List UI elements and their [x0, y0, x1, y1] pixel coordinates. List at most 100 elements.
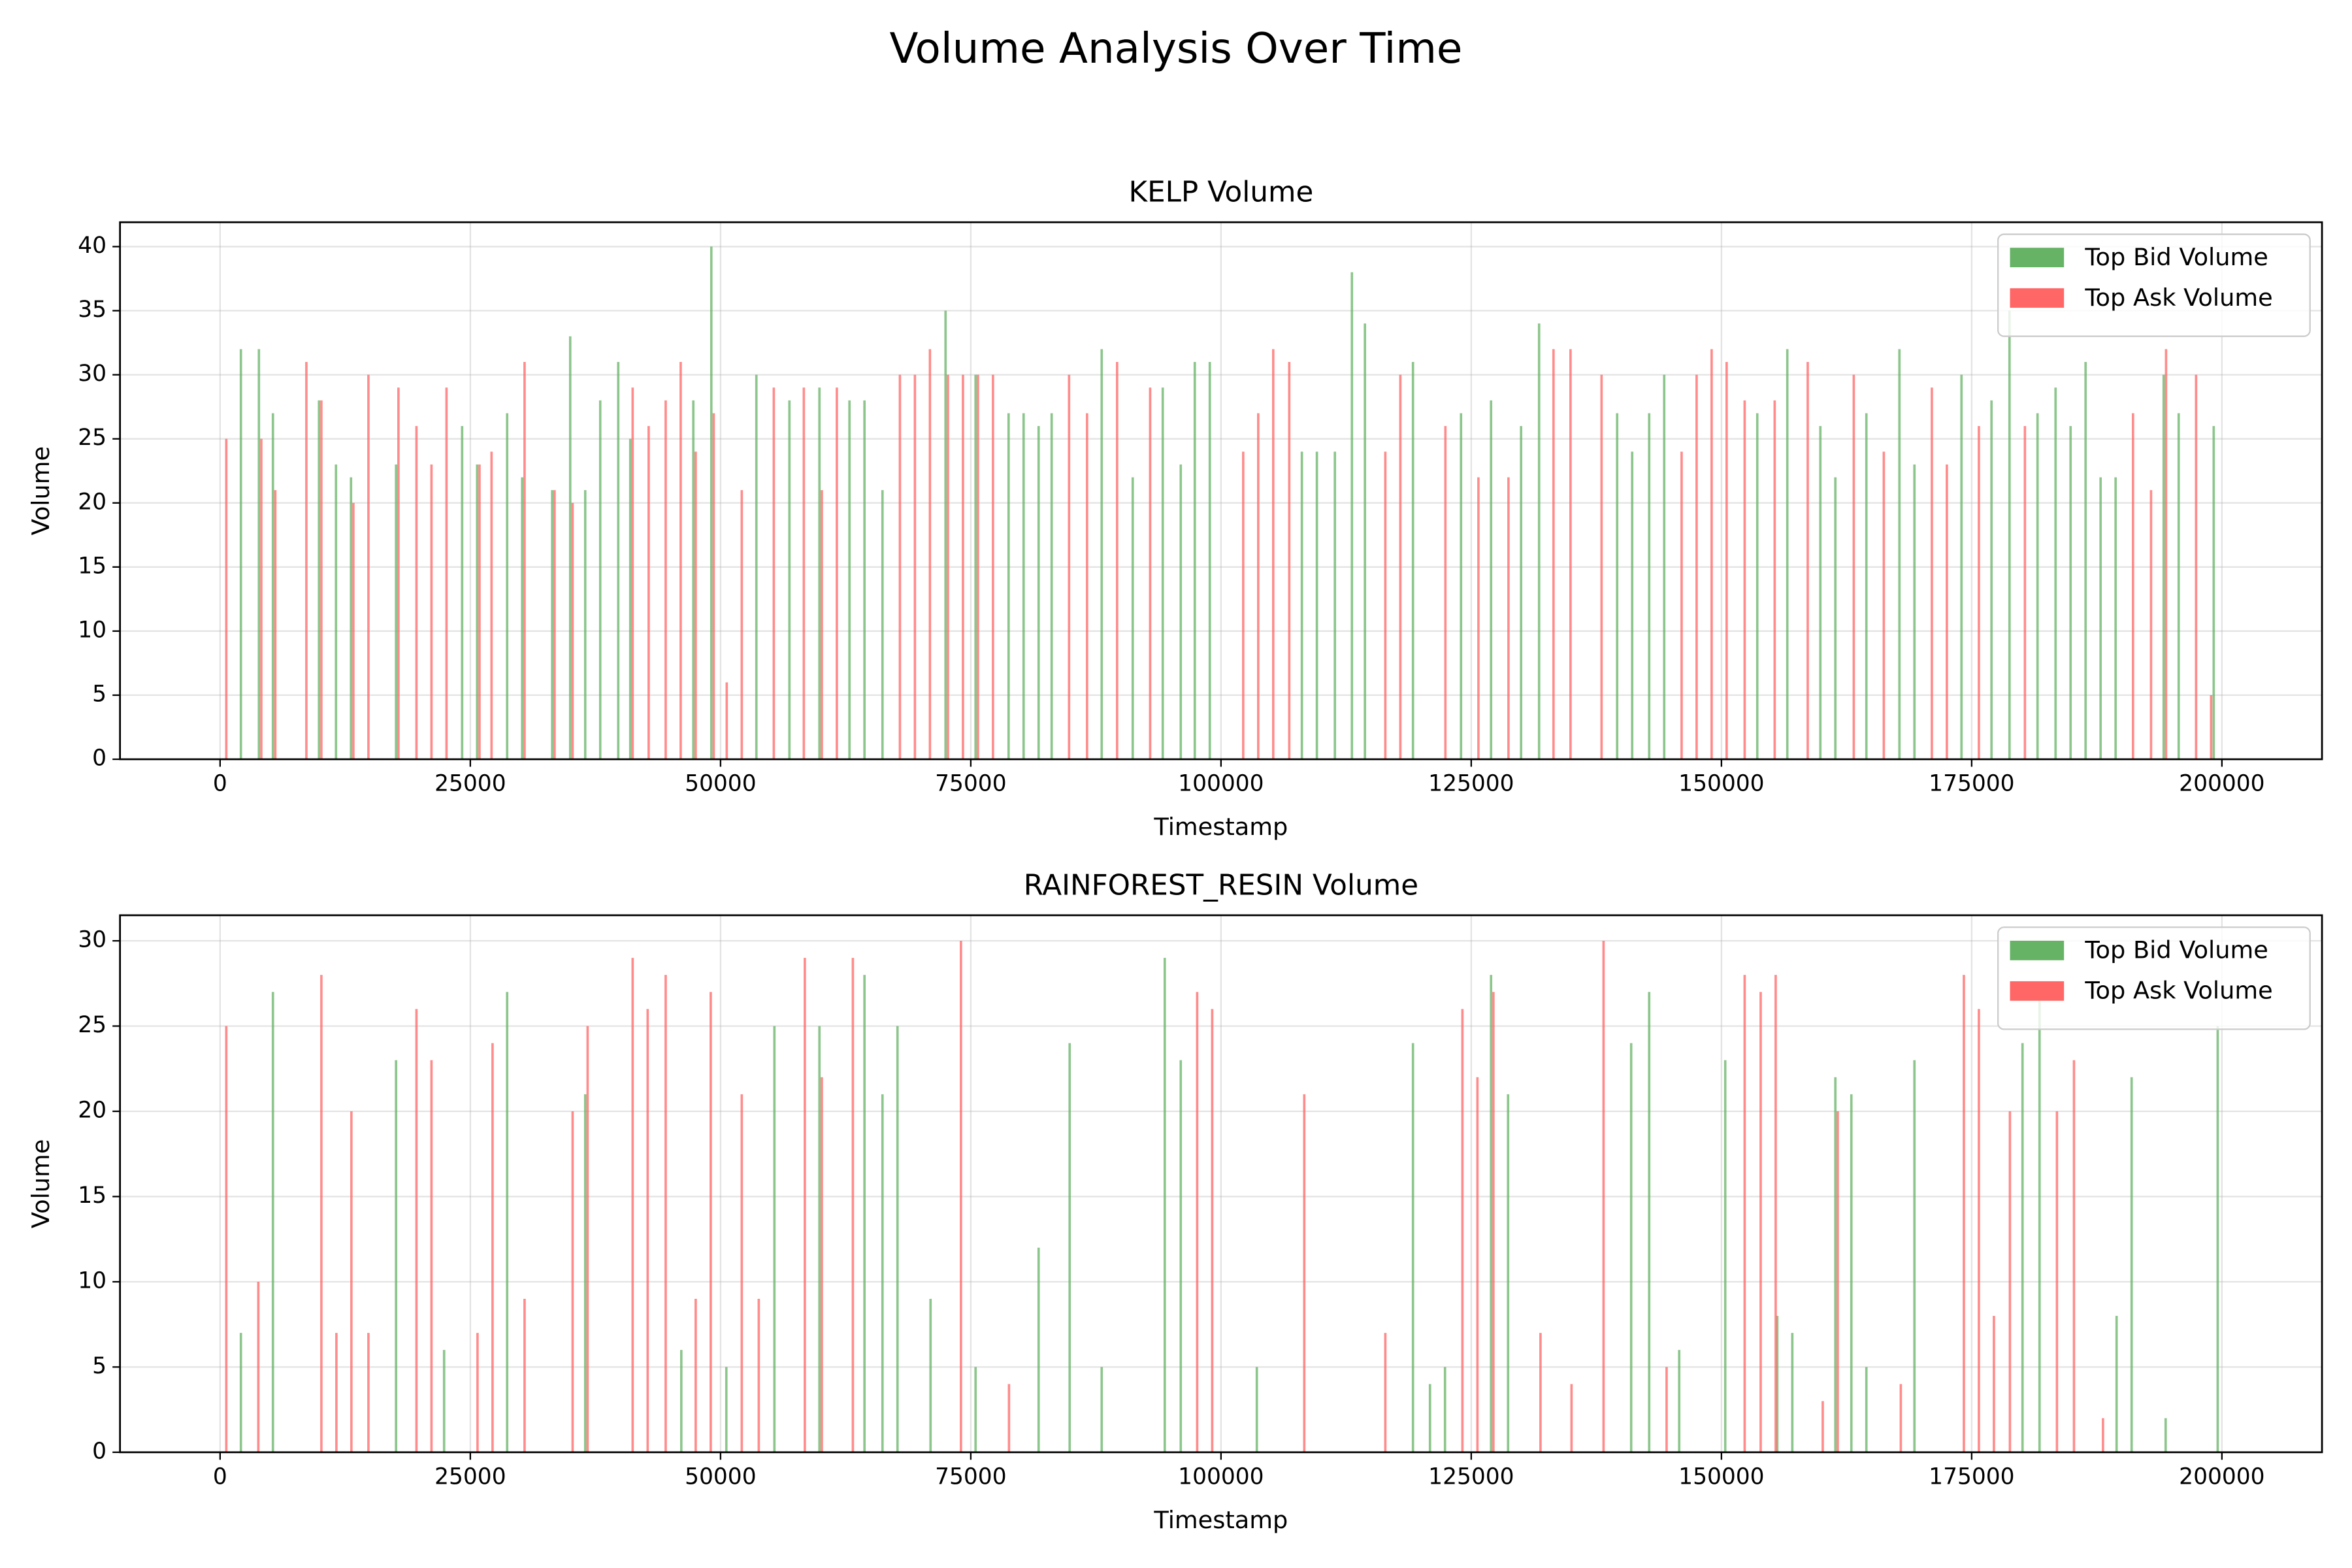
x-tick-label: 50000	[685, 1463, 757, 1490]
bar	[1648, 992, 1651, 1452]
bar	[318, 400, 321, 760]
legend-swatch	[2010, 940, 2065, 960]
bar	[1288, 362, 1291, 760]
x-tick-label: 150000	[1678, 1463, 1764, 1490]
plot-frame	[119, 914, 2323, 1454]
bar	[1791, 1333, 1794, 1452]
bar	[664, 975, 667, 1452]
bar	[1350, 272, 1354, 760]
bar	[506, 413, 509, 760]
bar	[740, 490, 743, 760]
bar	[335, 464, 338, 760]
bar	[271, 413, 274, 760]
bar	[1022, 413, 1025, 760]
bar	[1710, 349, 1713, 760]
bar	[352, 502, 355, 760]
bar	[2072, 1060, 2076, 1452]
bar	[802, 387, 806, 760]
bar	[913, 374, 917, 760]
bar	[1179, 464, 1183, 760]
bar	[773, 1026, 776, 1452]
bar	[1821, 1401, 1824, 1452]
legend-swatch	[2010, 248, 2065, 268]
bar	[929, 1298, 932, 1452]
bar	[1743, 975, 1746, 1452]
bar	[1882, 451, 1886, 760]
x-tick-label: 100000	[1178, 1463, 1264, 1490]
x-tick-label: 175000	[1929, 1463, 2014, 1490]
bar	[1068, 374, 1071, 760]
bar	[1913, 1060, 1916, 1452]
bar	[397, 387, 400, 760]
subplot: 0 25000 50000 75000 100000 125000 150000 175000…	[27, 869, 2323, 1534]
y-tick-label: 25	[78, 425, 106, 451]
legend-box	[1997, 926, 2311, 1030]
bar	[1946, 464, 1948, 760]
bar	[1461, 1009, 1464, 1452]
x-tick-label: 175000	[1929, 771, 2014, 797]
bar	[583, 490, 587, 760]
bar	[506, 992, 509, 1452]
x-tick-label: 75000	[935, 1463, 1007, 1490]
y-tick-label: 5	[92, 681, 106, 708]
bar	[1756, 413, 1759, 760]
legend: Top Bid Volume Top Ask Volume	[1997, 926, 2311, 1030]
y-tick-label: 35	[78, 297, 106, 323]
bar	[491, 1043, 494, 1452]
x-tick-label: 25000	[434, 1463, 506, 1490]
y-tick-label: 10	[78, 617, 106, 643]
bar	[898, 374, 902, 760]
bar	[1537, 323, 1541, 760]
bar	[694, 1298, 697, 1452]
x-tick-label: 100000	[1178, 771, 1264, 797]
x-tick-label: 0	[213, 771, 227, 797]
bar	[1492, 992, 1495, 1452]
bar	[2115, 1316, 2118, 1452]
bar	[788, 400, 791, 760]
bar	[1507, 477, 1510, 760]
x-tick-label: 200000	[2179, 1463, 2264, 1490]
bar	[881, 490, 884, 760]
bar	[1100, 349, 1103, 760]
bar	[848, 400, 851, 760]
bar	[679, 1350, 683, 1452]
bar	[631, 958, 634, 1452]
bar	[1303, 1094, 1306, 1452]
bar	[1602, 941, 1605, 1452]
bar	[2008, 310, 2011, 760]
bar	[851, 958, 855, 1452]
bar	[476, 1333, 479, 1452]
bar	[664, 400, 667, 760]
bar	[818, 1026, 821, 1452]
bar	[476, 464, 479, 760]
x-tick-label: 25000	[434, 771, 506, 797]
bar	[225, 1026, 228, 1452]
bar	[1678, 1350, 1681, 1452]
bar	[1272, 349, 1275, 760]
bar	[1865, 413, 1868, 760]
bar	[320, 975, 323, 1452]
bar	[757, 1298, 760, 1452]
bar	[350, 1111, 353, 1452]
bar	[257, 1281, 260, 1452]
bar	[1520, 426, 1523, 760]
y-tick-label: 10	[78, 1267, 106, 1294]
bar	[1315, 451, 1318, 760]
bar	[2149, 490, 2153, 760]
bar	[977, 374, 979, 760]
bar	[1477, 477, 1480, 760]
bar	[2054, 387, 2057, 760]
legend-box	[1997, 233, 2311, 337]
bar	[1663, 374, 1666, 760]
bar	[2038, 992, 2041, 1452]
bar	[2132, 413, 2134, 760]
bar	[395, 464, 398, 760]
bar	[2069, 426, 2072, 760]
bar	[445, 387, 448, 760]
legend-label: Top Bid Volume	[2084, 936, 2268, 964]
bar	[1384, 1333, 1387, 1452]
bar	[1931, 387, 1933, 760]
y-tick-label: 40	[78, 233, 106, 259]
bar	[478, 464, 481, 760]
